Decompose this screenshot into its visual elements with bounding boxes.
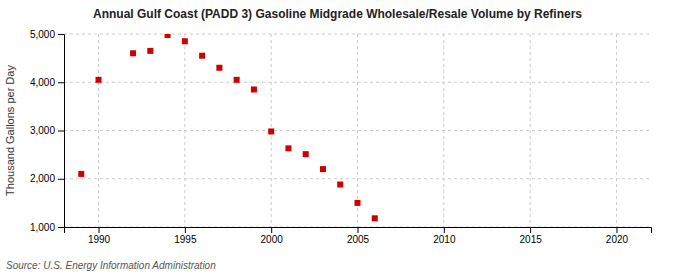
x-tick-label: 1995	[174, 234, 197, 245]
x-tick-mark	[271, 227, 272, 233]
y-tick: 2,000	[30, 173, 64, 184]
points	[78, 34, 378, 221]
x-tick: 2015	[520, 227, 543, 245]
point	[130, 50, 136, 56]
x-tick: 2000	[261, 227, 284, 245]
point	[165, 34, 171, 38]
point	[320, 166, 326, 172]
y-tick-mark	[58, 82, 64, 83]
y-tick-label: 4,000	[30, 77, 55, 88]
y-tick: 3,000	[30, 125, 64, 136]
point	[96, 77, 102, 83]
y-tick-label: 3,000	[30, 125, 55, 136]
grid-line-x	[443, 34, 444, 227]
y-tick-mark	[58, 179, 64, 180]
point	[216, 65, 222, 71]
x-tick-label: 1990	[88, 234, 111, 245]
x-tick: 1995	[174, 227, 197, 245]
y-tick-mark	[58, 227, 64, 228]
grid-line-x	[98, 34, 99, 227]
x-tick-mark	[358, 227, 359, 233]
point	[337, 182, 343, 188]
y-tick-mark	[58, 131, 64, 132]
y-tick-label: 5,000	[30, 29, 55, 40]
x-tick-mark	[99, 227, 100, 233]
y-axis-title: Thousand Gallons per Day	[4, 65, 16, 196]
point	[199, 53, 205, 59]
x-tick: 2020	[606, 227, 629, 245]
point	[78, 171, 84, 177]
grid-line-x	[616, 34, 617, 227]
y-axis: 1,000 2,000 3,000 4,000 5,000	[30, 29, 65, 233]
chart: 1990 1995 2000 2005 2010 2015 2020 1,000 2,000 3,…	[0, 0, 675, 275]
point	[234, 77, 240, 83]
x-axis-line	[65, 228, 652, 234]
x-tick-mark	[530, 227, 531, 233]
grid-line-x	[530, 34, 531, 227]
title: Annual Gulf Coast (PADD 3) Gasoline Midg…	[93, 7, 582, 21]
grid-line-x	[184, 34, 185, 227]
y-axis-line	[58, 35, 65, 228]
point	[372, 215, 378, 221]
y-tick-mark	[58, 34, 64, 35]
y-tick-label: 2,000	[30, 173, 55, 184]
annotation: Source: U.S. Energy Information Administ…	[6, 260, 216, 271]
x-tick-mark	[616, 227, 617, 233]
point	[147, 48, 153, 54]
grid	[64, 34, 651, 227]
x-tick: 2010	[433, 227, 456, 245]
x-tick-label: 2010	[433, 234, 456, 245]
point	[355, 200, 361, 206]
y-tick-label: 1,000	[30, 222, 55, 233]
x-tick-mark	[444, 227, 445, 233]
point	[285, 145, 291, 151]
x-tick-label: 2020	[606, 234, 629, 245]
point	[268, 128, 274, 134]
point	[182, 38, 188, 44]
x-axis: 1990 1995 2000 2005 2010 2015 2020	[65, 227, 652, 245]
y-tick: 1,000	[30, 222, 64, 233]
x-tick-mark	[185, 227, 186, 233]
x-tick: 1990	[88, 227, 111, 245]
x-tick: 2005	[347, 227, 370, 245]
y-tick: 5,000	[30, 29, 64, 40]
x-tick-label: 2005	[347, 234, 370, 245]
point	[303, 151, 309, 157]
x-tick-label: 2000	[261, 234, 284, 245]
x-tick-label: 2015	[520, 234, 543, 245]
grid-line-x	[357, 34, 358, 227]
y-tick: 4,000	[30, 77, 64, 88]
point	[251, 86, 257, 92]
